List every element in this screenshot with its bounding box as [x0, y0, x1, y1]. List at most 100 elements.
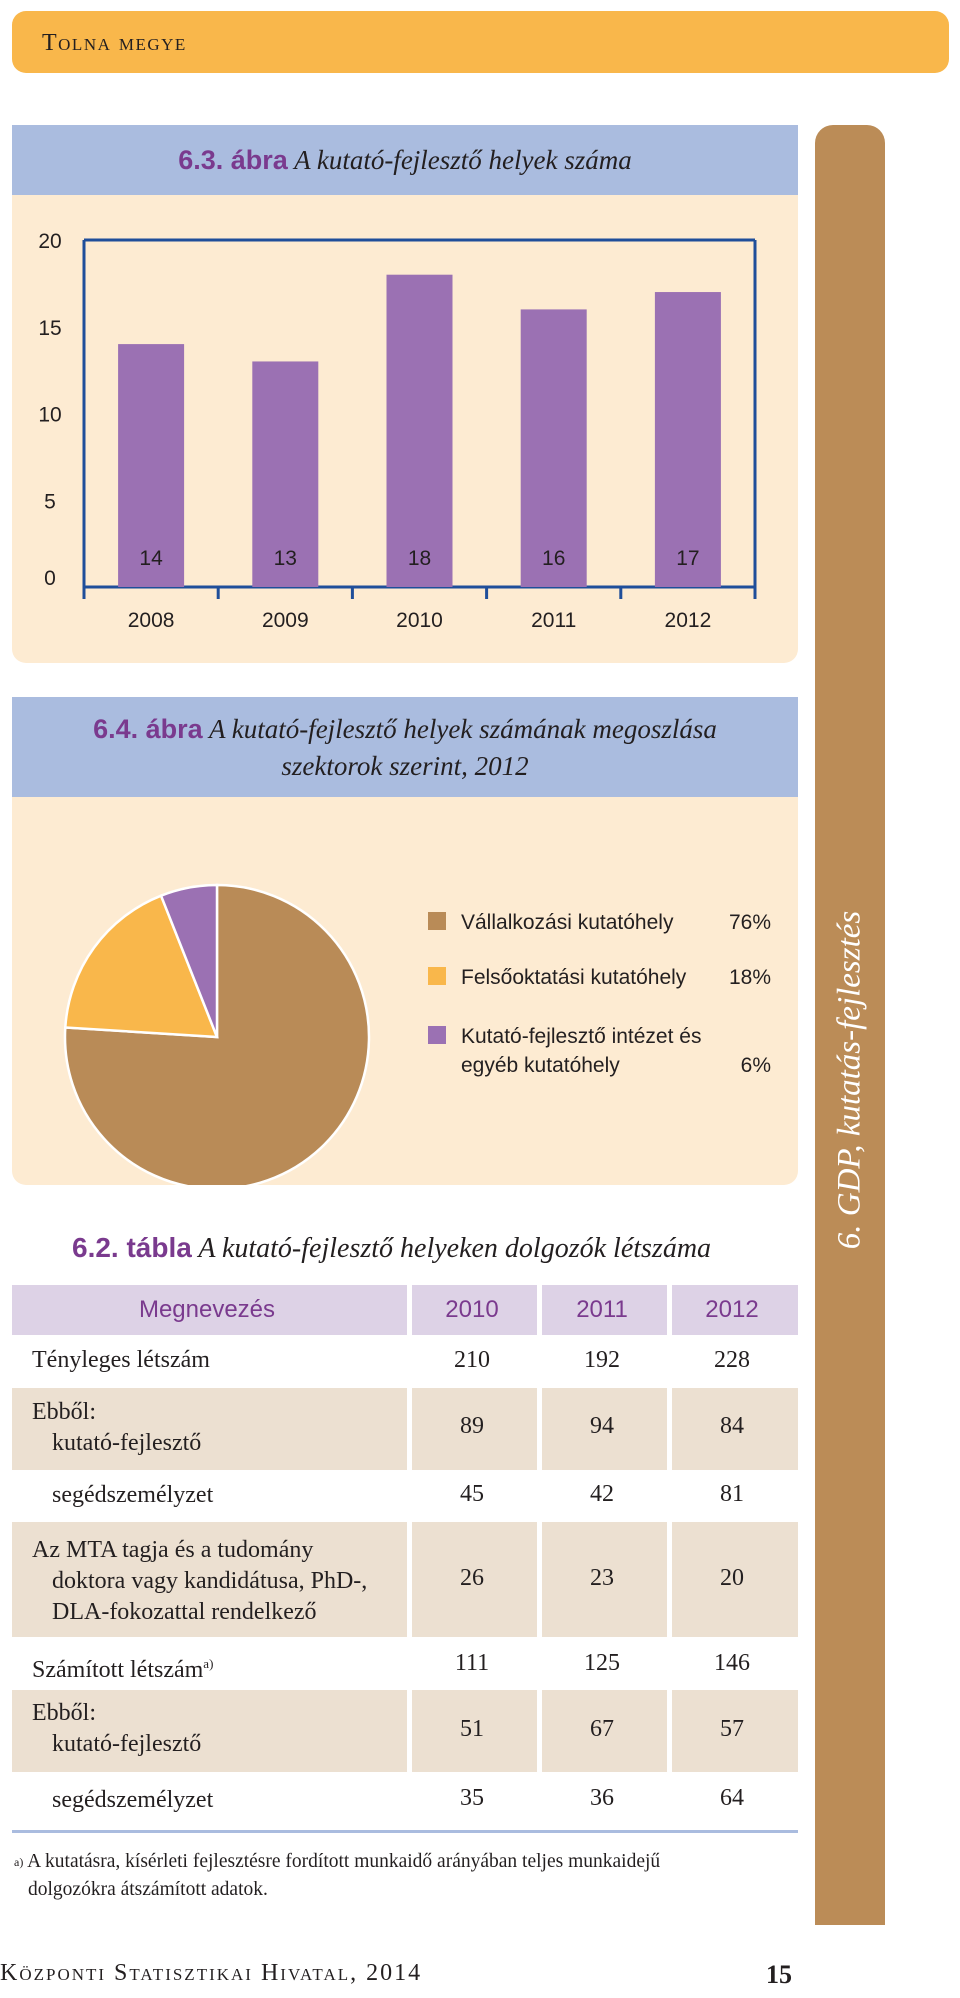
footnote-line1: a) A kutatásra, kísérleti fejlesztésre f…: [14, 1848, 660, 1876]
table-row-label: Számított létszáma): [32, 1648, 213, 1686]
table-6-2-title: 6.2. tábla A kutató-fejlesztő helyeken d…: [72, 1232, 711, 1265]
table-cell: 42: [590, 1481, 614, 1507]
table-cell: 35: [460, 1785, 484, 1811]
table-row-label: kutató-fejlesztő: [52, 1731, 202, 1757]
table-row-label: segédszemélyzet: [52, 1787, 214, 1813]
footnote-line2: dolgozókra átszámított adatok.: [28, 1879, 268, 1900]
table-cell: 23: [590, 1565, 614, 1591]
table-row-label: DLA-fokozattal rendelkező: [52, 1599, 317, 1625]
bar-chart: 0 5 10 15 20 14 2008 13 2009 18 2010 16 2011 17 2012: [38, 230, 757, 632]
y-tick-label: 5: [44, 490, 56, 513]
x-tick-label: 2012: [665, 609, 712, 632]
bar: [654, 292, 721, 587]
legend-value: 18%: [729, 966, 771, 989]
legend-label: Vállalkozási kutatóhely: [461, 911, 674, 934]
table-cell: 45: [460, 1481, 484, 1507]
bar-value-label: 14: [139, 547, 163, 570]
footnote-marker: a): [14, 1855, 24, 1869]
legend-swatch: [428, 967, 446, 985]
table-row-label: Ebből:: [32, 1399, 96, 1425]
legend-label: Kutató-fejlesztő intézet és: [461, 1025, 701, 1048]
bar-value-label: 17: [676, 547, 699, 570]
table-bottom-rule: [12, 1830, 798, 1833]
figure-6-3-panel: 0 5 10 15 20 14 2008 13 2009 18 2010 16 2011 17 2012: [12, 195, 798, 663]
bar-value-label: 16: [542, 547, 565, 570]
figure-6-4-number: 6.4. ábra: [93, 714, 203, 744]
table-cell: 84: [720, 1413, 744, 1439]
legend-swatch: [428, 1026, 446, 1044]
bar-value-label: 18: [408, 547, 431, 570]
x-tick-label: 2010: [396, 609, 443, 632]
column-divider: [537, 1285, 542, 1830]
chapter-side-tab-label: 6. GDP, kutatás-fejlesztés: [831, 910, 868, 1250]
column-header-2012: 2012: [705, 1296, 759, 1323]
column-divider: [667, 1285, 672, 1830]
table-6-2-number: 6.2. tábla: [72, 1232, 192, 1263]
table-cell: 67: [590, 1716, 614, 1742]
page-header-title: Tolna megye: [42, 30, 187, 56]
table-cell: 111: [454, 1650, 490, 1676]
table-cell: 89: [460, 1413, 484, 1439]
table-cell: 94: [590, 1413, 614, 1439]
figure-6-3-title-text: A kutató-fejlesztő helyek száma: [294, 145, 632, 175]
table-cell: 81: [720, 1481, 744, 1507]
table-cell: 57: [720, 1716, 744, 1742]
footnote: a) A kutatásra, kísérleti fejlesztésre f…: [14, 1848, 660, 1904]
column-header-name: Megnevezés: [138, 1296, 276, 1323]
legend-value: 6%: [741, 1054, 771, 1077]
table-row-label: doktora vagy kandidátusa, PhD-,: [52, 1568, 368, 1594]
table-row-label-text: Számított létszám: [32, 1657, 204, 1683]
table-cell: 210: [454, 1347, 490, 1373]
chapter-side-tab: [815, 125, 885, 1925]
pie-chart: Vállalkozási kutatóhely 76% Felsőoktatási …: [63, 883, 771, 1191]
y-tick-label: 10: [38, 404, 61, 427]
legend-value: 76%: [729, 911, 771, 934]
table-cell: 146: [714, 1650, 750, 1676]
figure-6-4-title-line1: 6.4. ábra A kutató-fejlesztő helyek szám…: [12, 711, 798, 747]
table-6-2-title-text: A kutató-fejlesztő helyeken dolgozók lét…: [198, 1233, 712, 1264]
column-header-2010: 2010: [445, 1296, 499, 1323]
table-row-label: Tényleges létszám: [32, 1347, 210, 1373]
column-divider: [407, 1285, 412, 1830]
x-tick-label: 2009: [262, 609, 309, 632]
bar: [252, 361, 319, 587]
table-row-label: kutató-fejlesztő: [52, 1430, 202, 1456]
pie-slice: [63, 894, 219, 1039]
table-cell: 192: [584, 1347, 620, 1373]
table-row-label: Ebből:: [32, 1700, 96, 1726]
figure-6-4-title-text: A kutató-fejlesztő helyek számának megos…: [208, 714, 717, 744]
table-cell: 64: [720, 1785, 744, 1811]
table-row-label: segédszemélyzet: [52, 1482, 214, 1508]
y-tick-label: 20: [38, 230, 61, 253]
bar: [118, 344, 185, 587]
figure-6-4-header: 6.4. ábra A kutató-fejlesztő helyek szám…: [12, 697, 798, 797]
figure-6-4-title-line2: szektorok szerint, 2012: [281, 751, 529, 781]
table-cell: 228: [714, 1347, 750, 1373]
table-cell: 51: [460, 1716, 484, 1742]
figure-6-4-panel: Vállalkozási kutatóhely 76% Felsőoktatási …: [12, 797, 798, 1191]
y-tick-label: 15: [38, 317, 61, 340]
figure-6-3-header: 6.3. ábra A kutató-fejlesztő helyek szám…: [12, 125, 798, 195]
bar-value-label: 13: [274, 547, 297, 570]
column-header-2011: 2011: [576, 1296, 628, 1323]
table-cell: 20: [720, 1565, 744, 1591]
table-cell: 36: [590, 1785, 614, 1811]
table-row-label: Az MTA tagja és a tudomány: [32, 1537, 314, 1563]
pie-slice: [159, 883, 219, 1038]
figure-6-3-number: 6.3. ábra: [178, 145, 288, 175]
page-number: 15: [766, 1960, 792, 1989]
table-cell: 125: [584, 1650, 620, 1676]
footnote-text: A kutatásra, kísérleti fejlesztésre ford…: [27, 1851, 661, 1872]
y-tick-label: 0: [44, 567, 56, 590]
footnote-marker: a): [203, 1656, 214, 1671]
footer-publisher: Központi Statisztikai Hivatal, 2014: [0, 1960, 423, 1986]
table-cell: 26: [460, 1565, 484, 1591]
figure-6-3-title: 6.3. ábra A kutató-fejlesztő helyek szám…: [12, 142, 798, 178]
x-tick-label: 2008: [128, 609, 175, 632]
legend-label: egyéb kutatóhely: [461, 1054, 620, 1077]
legend-label: Felsőoktatási kutatóhely: [461, 966, 687, 989]
legend-swatch: [428, 912, 446, 930]
x-tick-label: 2011: [531, 609, 576, 632]
bar: [520, 309, 587, 587]
bar: [386, 274, 453, 587]
